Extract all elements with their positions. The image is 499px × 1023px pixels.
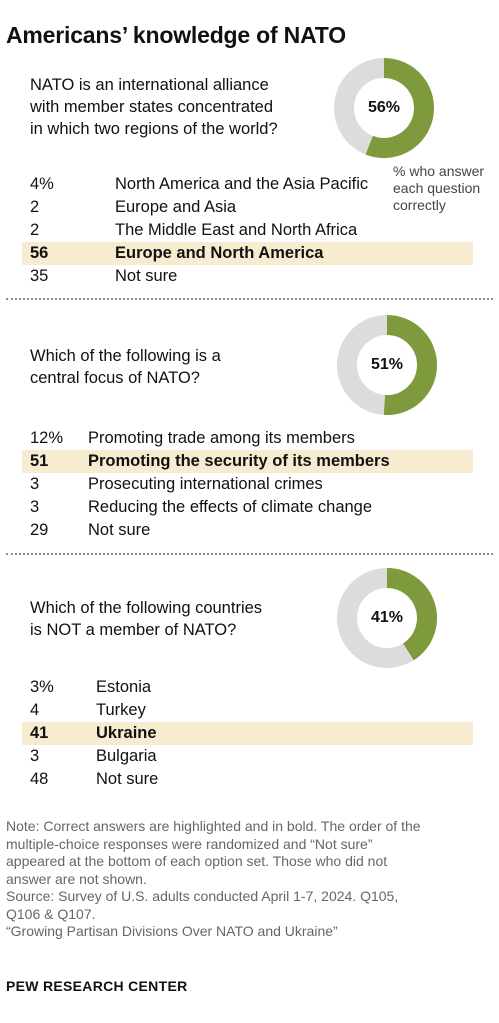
answer-row: 2 The Middle East and North Africa (0, 219, 499, 242)
answer-value: 3% (30, 678, 54, 696)
question-line: NATO is an international alliance (30, 76, 269, 94)
donut-chart (337, 568, 437, 668)
answer-value: 3 (30, 498, 40, 516)
correct-highlight (22, 242, 473, 265)
section-divider (6, 553, 493, 555)
brand-logo-text: PEW RESEARCH CENTER (6, 978, 188, 994)
answer-label: Prosecuting international crimes (88, 475, 323, 493)
answer-row: 2 Europe and Asia (0, 196, 499, 219)
answer-value: 3 (30, 475, 40, 493)
answer-row-correct: 41 Ukraine (0, 722, 499, 745)
answer-label: North America and the Asia Pacific (115, 175, 369, 193)
answer-value: 48 (30, 770, 49, 788)
answer-list: 3% Estonia 4 Turkey 41 Ukraine 3 Bulgaria 48 Not … (0, 676, 499, 791)
question-line: central focus of NATO? (30, 369, 200, 387)
note-line: answer are not shown. (6, 870, 147, 887)
answer-list: 4% North America and the Asia Pacific 2 Eur… (0, 173, 499, 288)
note-line: appeared at the bottom of each option se… (6, 853, 388, 869)
page-title: Americans’ knowledge of NATO (6, 22, 346, 48)
donut-correct-arc (383, 315, 437, 415)
donut-note-line: each question (393, 180, 481, 196)
answer-label: The Middle East and North Africa (115, 221, 358, 239)
answer-row: 3 Reducing the effects of climate change (0, 496, 499, 519)
answer-value: 51 (30, 452, 49, 470)
question-text: NATO is an international alliance with m… (30, 74, 278, 140)
donut-note-line: correctly (393, 197, 446, 213)
note-line: Note: Correct answers are highlighted an… (6, 818, 421, 834)
note-line: Source: Survey of U.S. adults conducted … (6, 888, 399, 904)
donut-note: % who answer each question correctly (393, 163, 484, 214)
note-line: Q106 & Q107. (6, 905, 96, 922)
answer-value: 4 (30, 701, 40, 719)
answer-value: 41 (30, 724, 49, 742)
answer-row-correct: 51 Promoting the security of its members (0, 450, 499, 473)
answer-label: Reducing the effects of climate change (88, 498, 373, 516)
answer-label: Not sure (88, 521, 151, 539)
answer-label: Turkey (96, 701, 146, 719)
answer-value: 4% (30, 175, 54, 193)
answer-value: 12% (30, 429, 64, 447)
answer-label: Promoting trade among its members (88, 429, 355, 447)
question-line: Which of the following countries (30, 599, 263, 617)
donut-correct-arc (386, 568, 437, 661)
answer-row: 4 Turkey (0, 699, 499, 722)
answer-label: Ukraine (96, 724, 157, 742)
answer-row: 3% Estonia (0, 676, 499, 699)
note-line: multiple-choice responses were randomize… (6, 835, 373, 852)
note-line: “Growing Partisan Divisions Over NATO an… (6, 923, 338, 939)
answer-row: 35 Not sure (0, 265, 499, 288)
answer-value: 29 (30, 521, 49, 539)
question-line: with member states concentrated (30, 98, 274, 116)
donut-note-line: % who answer (393, 163, 485, 179)
footnote: Note: Correct answers are highlighted an… (6, 818, 494, 941)
answer-row: 48 Not sure (0, 768, 499, 791)
correct-highlight (22, 450, 473, 473)
answer-label: Not sure (96, 770, 159, 788)
question-line: Which of the following is a (30, 347, 221, 365)
donut-chart (337, 315, 437, 415)
answer-row: 3 Bulgaria (0, 745, 499, 768)
answer-list: 12% Promoting trade among its members 51 Pr… (0, 427, 499, 542)
answer-row: 29 Not sure (0, 519, 499, 542)
answer-label: Bulgaria (96, 747, 157, 765)
answer-label: Promoting the security of its members (88, 452, 390, 470)
answer-label: Estonia (96, 678, 152, 696)
answer-label: Not sure (115, 267, 178, 285)
answer-label: Europe and Asia (115, 198, 237, 216)
section-divider (6, 298, 493, 300)
answer-value: 35 (30, 267, 49, 285)
answer-label: Europe and North America (115, 244, 324, 262)
answer-value: 56 (30, 244, 49, 262)
donut-chart (334, 58, 434, 158)
answer-row: 4% North America and the Asia Pacific (0, 173, 499, 196)
answer-row: 12% Promoting trade among its members (0, 427, 499, 450)
question-text: Which of the following is a central focu… (30, 345, 221, 389)
answer-value: 3 (30, 747, 40, 765)
question-line: is NOT a member of NATO? (30, 621, 237, 639)
question-line: in which two regions of the world? (30, 120, 278, 138)
correct-highlight (22, 722, 473, 745)
answer-value: 2 (30, 221, 40, 239)
question-text: Which of the following countries is NOT … (30, 597, 262, 641)
donut-correct-arc (365, 58, 434, 158)
answer-row-correct: 56 Europe and North America (0, 242, 499, 265)
answer-value: 2 (30, 198, 40, 216)
answer-row: 3 Prosecuting international crimes (0, 473, 499, 496)
